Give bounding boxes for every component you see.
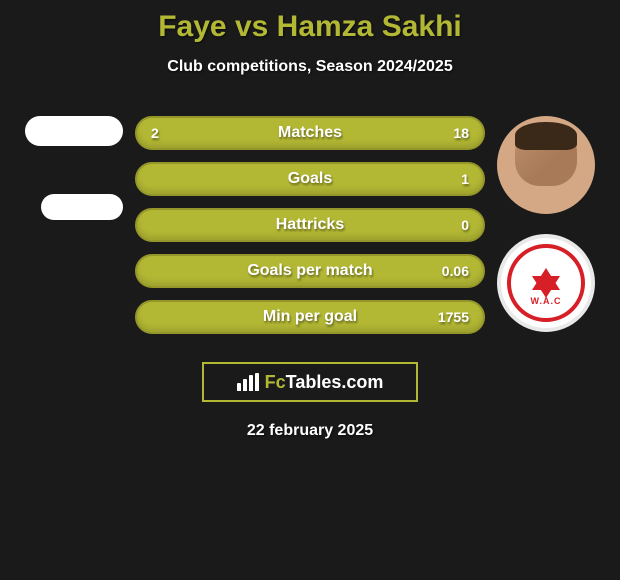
stat-right-value: 18 — [453, 125, 469, 141]
stat-label: Goals per match — [247, 262, 372, 280]
stat-bars: 2 Matches 18 Goals 1 Hattricks 0 Goals p… — [135, 116, 485, 334]
stat-right-value: 1 — [461, 171, 469, 187]
stat-bar-goals-per-match: Goals per match 0.06 — [135, 254, 485, 288]
competition-subtitle: Club competitions, Season 2024/2025 — [0, 58, 620, 76]
stat-bar-hattricks: Hattricks 0 — [135, 208, 485, 242]
stat-label: Hattricks — [276, 216, 344, 234]
left-player-avatar-placeholder — [25, 116, 123, 146]
crest-star-icon — [532, 268, 560, 290]
right-club-crest: W.A.C — [497, 234, 595, 332]
crest-ring: W.A.C — [507, 244, 585, 322]
stat-bar-matches: 2 Matches 18 — [135, 116, 485, 150]
chart-bars-icon — [237, 373, 259, 391]
stat-label: Goals — [288, 170, 332, 188]
page-title: Faye vs Hamza Sakhi — [0, 10, 620, 44]
right-player-avatar — [497, 116, 595, 214]
stat-bar-goals: Goals 1 — [135, 162, 485, 196]
left-club-crest-placeholder — [41, 194, 123, 220]
right-player-col: W.A.C — [485, 116, 605, 332]
left-player-col — [15, 116, 135, 220]
stat-label: Matches — [278, 124, 342, 142]
crest-abbrev: W.A.C — [531, 296, 562, 306]
stat-right-value: 0 — [461, 217, 469, 233]
footer-date: 22 february 2025 — [0, 422, 620, 440]
brand-text: FcTables.com — [265, 372, 384, 393]
stat-bar-min-per-goal: Min per goal 1755 — [135, 300, 485, 334]
stats-panel: 2 Matches 18 Goals 1 Hattricks 0 Goals p… — [0, 116, 620, 334]
stat-right-value: 1755 — [438, 309, 469, 325]
branding-box[interactable]: FcTables.com — [202, 362, 418, 402]
stat-label: Min per goal — [263, 308, 357, 326]
brand-suffix: Tables.com — [286, 372, 384, 392]
stat-right-value: 0.06 — [442, 263, 469, 279]
stat-left-value: 2 — [151, 125, 159, 141]
brand-prefix: Fc — [265, 372, 286, 392]
